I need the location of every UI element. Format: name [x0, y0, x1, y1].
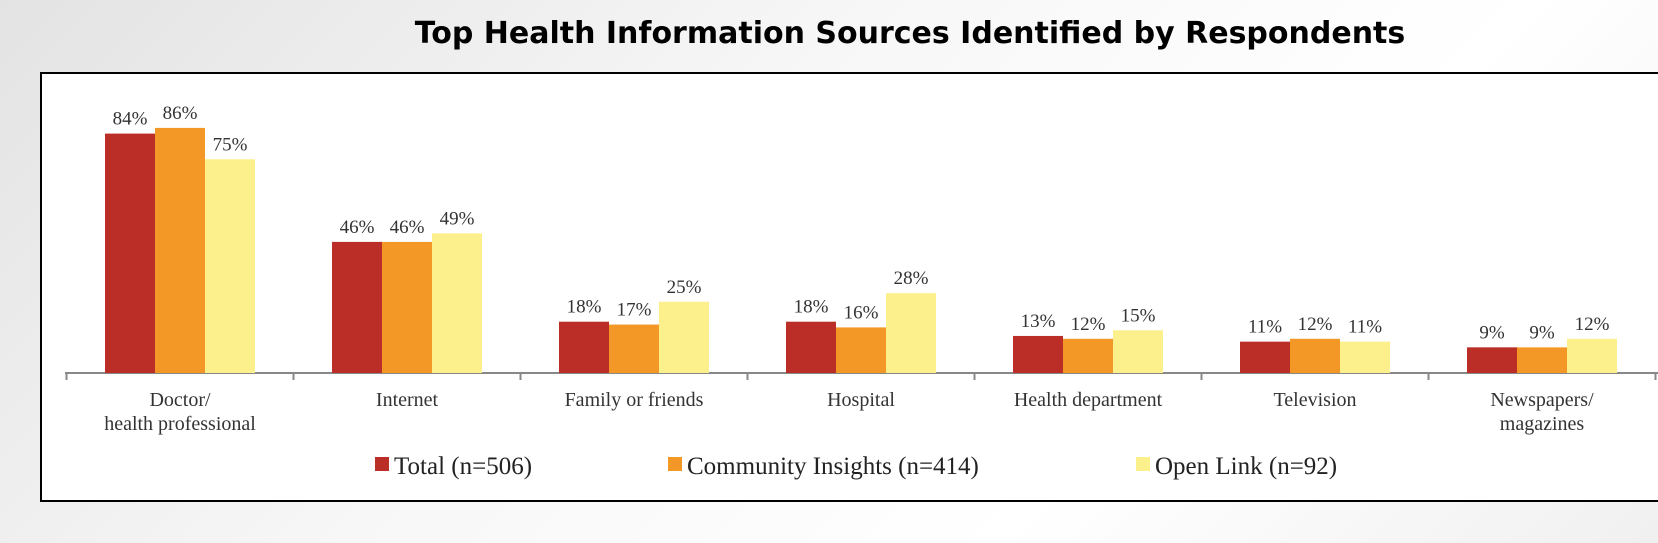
data-label: 18% — [794, 297, 829, 318]
data-label: 12% — [1575, 314, 1610, 335]
bar — [155, 127, 205, 374]
bar — [1013, 335, 1063, 373]
bar — [1340, 341, 1390, 373]
data-label: 18% — [567, 297, 602, 318]
category-label: Television — [1273, 389, 1356, 411]
data-label: 46% — [390, 217, 425, 238]
bar — [1063, 338, 1113, 373]
legend-swatch — [375, 457, 389, 471]
category-label: Health department — [1014, 389, 1163, 411]
bar — [205, 159, 255, 373]
legend-label: Open Link (n=92) — [1155, 453, 1337, 480]
bar — [1240, 341, 1290, 373]
data-label: 9% — [1529, 322, 1555, 343]
data-label: 9% — [1479, 322, 1505, 343]
legend-swatch — [668, 457, 682, 471]
data-label: 16% — [844, 302, 879, 323]
data-label: 11% — [1248, 317, 1282, 338]
legend-label: Community Insights (n=414) — [687, 453, 979, 480]
bar — [1517, 347, 1567, 373]
category-label: Hospital — [827, 389, 895, 411]
bar — [886, 293, 936, 373]
data-label: 12% — [1298, 314, 1333, 335]
data-label: 25% — [667, 277, 702, 298]
data-label: 11% — [1348, 317, 1382, 338]
data-label: 46% — [340, 217, 375, 238]
category-label: Internet — [376, 389, 439, 411]
bar — [382, 241, 432, 373]
data-label: 75% — [213, 134, 248, 155]
category-label: Family or friends — [565, 389, 704, 411]
category-label: Doctor/health professional — [104, 389, 256, 435]
data-label: 13% — [1021, 311, 1056, 332]
bar — [609, 324, 659, 373]
bar — [1290, 338, 1340, 373]
legend-swatch — [1136, 457, 1150, 471]
data-label: 15% — [1121, 305, 1156, 326]
bar — [1567, 338, 1617, 373]
bar — [786, 321, 836, 373]
data-label: 86% — [163, 103, 198, 124]
bar — [432, 233, 482, 373]
chart-frame — [40, 72, 1658, 502]
bar — [1467, 347, 1517, 373]
chart-title: Top Health Information Sources Identifie… — [414, 16, 1406, 51]
legend-label: Total (n=506) — [394, 453, 532, 480]
bar — [332, 241, 382, 373]
data-label: 12% — [1071, 314, 1106, 335]
bar — [836, 327, 886, 373]
data-label: 84% — [113, 109, 148, 130]
bar — [559, 321, 609, 373]
data-label: 49% — [440, 208, 475, 229]
bar — [659, 301, 709, 373]
data-label: 28% — [894, 268, 929, 289]
category-label: Newspapers/magazines — [1490, 389, 1594, 435]
data-label: 17% — [617, 300, 652, 321]
bar — [1113, 330, 1163, 373]
bar — [105, 133, 155, 373]
